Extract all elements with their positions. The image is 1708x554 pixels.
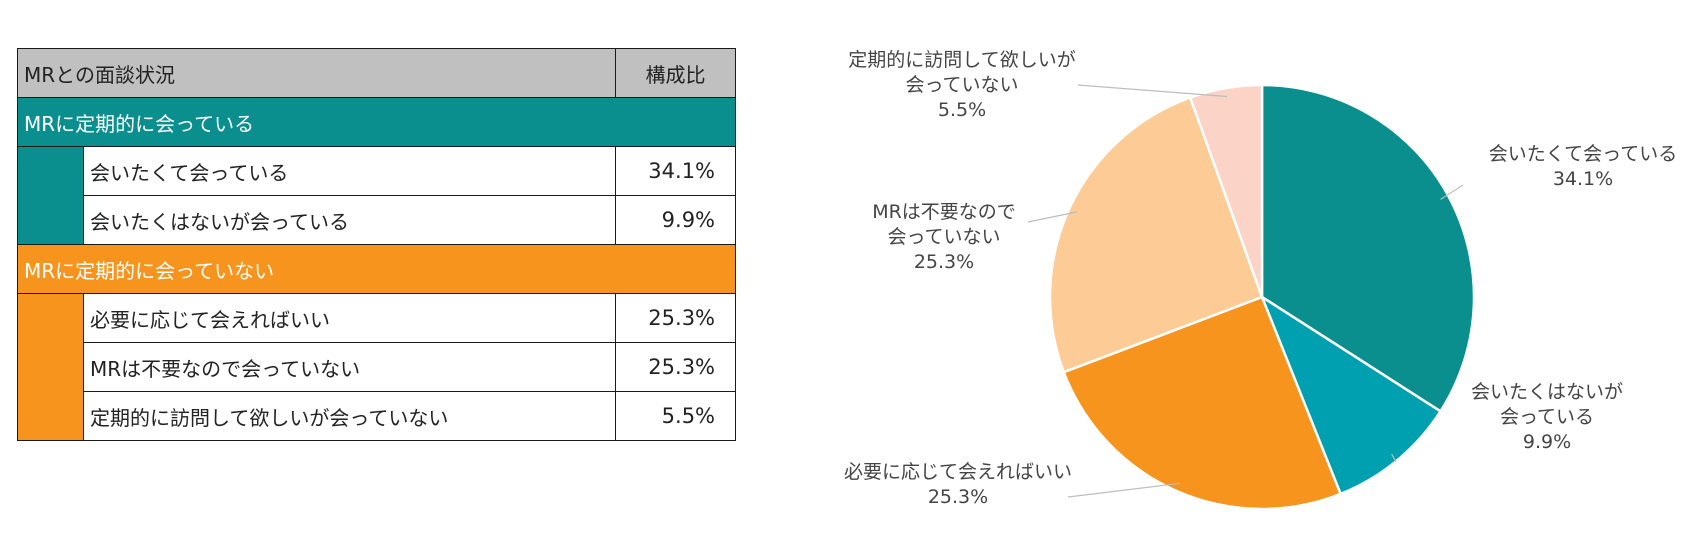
slice-label-line: 会っている: [1500, 406, 1594, 428]
leader-line: [1391, 453, 1397, 463]
leader-line: [1027, 211, 1078, 223]
leader-line: [1067, 482, 1181, 498]
slice-label: 必要に応じて会えればいい 25.3%: [844, 461, 1072, 508]
table-row: MRは不要なので会っていない 25.3%: [18, 342, 737, 392]
slice-label: 会いたくはないが会っている 9.9%: [1471, 381, 1623, 453]
slice-label-line: 9.9%: [1523, 431, 1571, 453]
slice-label-line: MRは不要なので: [872, 201, 1016, 223]
group-color-band-meeting: [17, 146, 84, 245]
table-row: 会いたくはないが会っている 9.9%: [18, 195, 737, 245]
pie-slice: [1188, 83, 1264, 298]
slice-label-line: 会いたくはないが: [1471, 381, 1623, 403]
table-header-row: MRとの面談状況 構成比: [16, 48, 737, 98]
row-value: 25.3%: [615, 293, 737, 343]
group-color-band-not-meeting: [17, 293, 84, 441]
slice-label: 会いたくて会っている 34.1%: [1489, 143, 1677, 190]
pie-slice: [1062, 295, 1343, 511]
header-ratio: 構成比: [615, 48, 737, 98]
status-table: MRとの面談状況 構成比 MRに定期的に会っている 会いたくて会っている 34.…: [16, 48, 737, 441]
row-label: MRは不要なので会っていない: [82, 342, 617, 392]
slice-label-line: 34.1%: [1553, 168, 1613, 190]
row-value: 34.1%: [615, 146, 737, 196]
slice-label: 定期的に訪問して欲しいが会っていない 5.5%: [848, 49, 1075, 121]
row-label: 定期的に訪問して欲しいが会っていない: [82, 391, 617, 441]
slice-label-line: 会いたくて会っている: [1489, 143, 1677, 165]
slice-label-line: 25.3%: [928, 486, 988, 508]
slice-label-line: 会っていない: [887, 226, 1000, 248]
group-title-not-meeting: MRに定期的に会っていない: [16, 244, 737, 294]
slice-label-line: 5.5%: [938, 99, 986, 121]
row-value: 5.5%: [615, 391, 737, 441]
slice-label-line: 会っていない: [905, 74, 1018, 96]
table-row: 会いたくて会っている 34.1%: [17, 146, 737, 245]
row-label: 会いたくて会っている: [82, 146, 617, 196]
slice-label-line: 定期的に訪問して欲しいが: [848, 49, 1075, 71]
row-label: 必要に応じて会えればいい: [82, 293, 617, 343]
table-row: 必要に応じて会えればいい 25.3%: [17, 293, 737, 441]
leader-line: [1077, 84, 1228, 98]
slice-label-line: 必要に応じて会えればいい: [844, 461, 1072, 483]
pie-slice: [1259, 293, 1443, 496]
table-row: 定期的に訪問して欲しいが会っていない 5.5%: [18, 391, 737, 441]
group-row-not-meeting: MRに定期的に会っていない: [16, 244, 737, 294]
leader-line: [1440, 184, 1464, 200]
header-category: MRとの面談状況: [16, 48, 617, 98]
slice-label: MRは不要なので会っていない 25.3%: [872, 201, 1016, 273]
pie-slice: [1048, 95, 1264, 374]
row-label: 会いたくはないが会っている: [82, 195, 617, 245]
slice-label-line: 25.3%: [914, 251, 974, 273]
